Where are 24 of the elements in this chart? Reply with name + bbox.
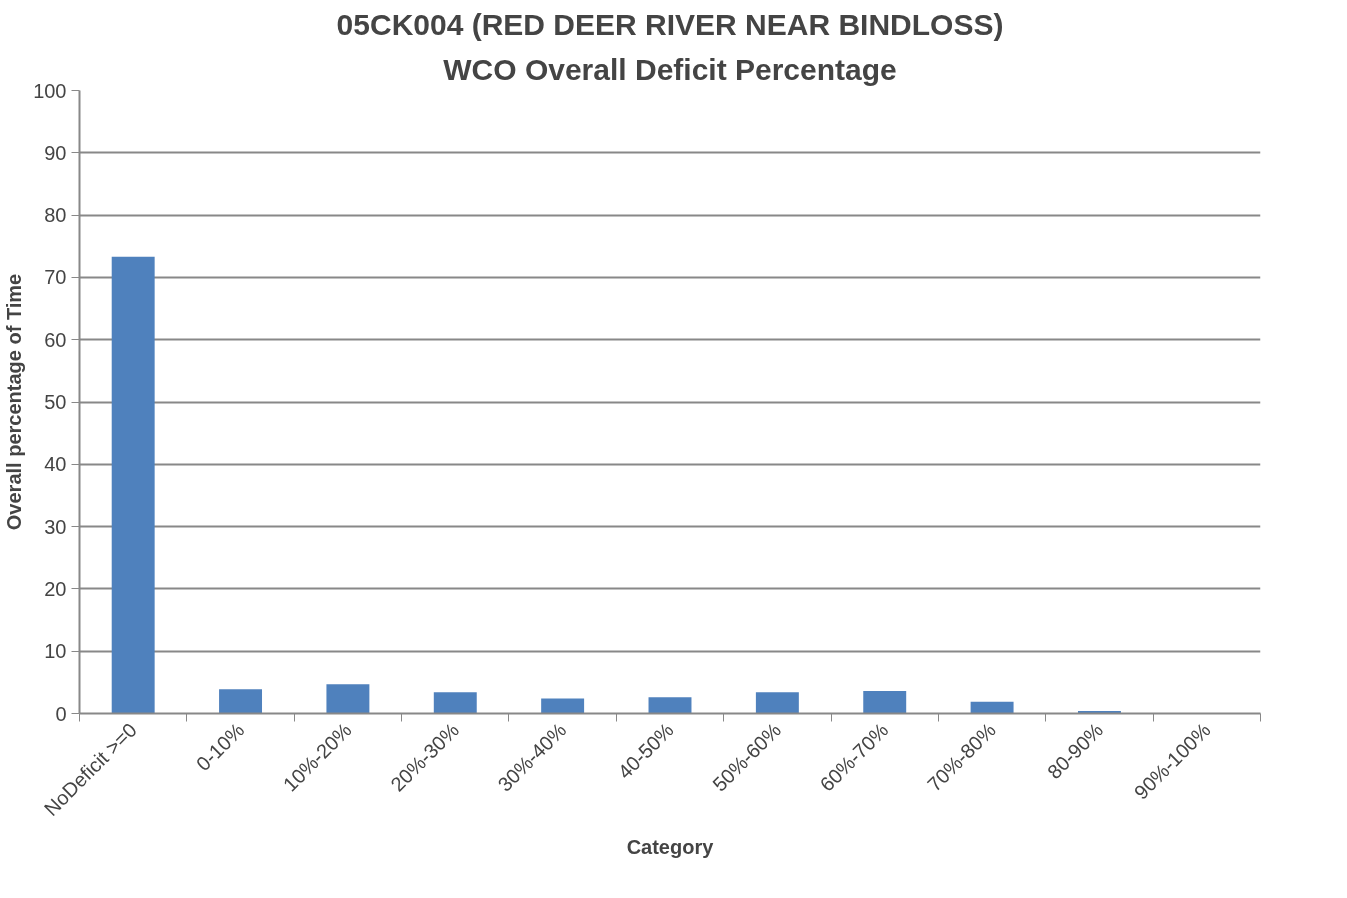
bar: [541, 698, 585, 714]
x-axis-title: Category: [626, 835, 715, 858]
y-tick-label: 50: [44, 391, 67, 413]
bar: [326, 684, 370, 714]
bar: [863, 691, 907, 714]
y-tick-label: 20: [44, 577, 67, 600]
y-tick-label: 90: [44, 141, 67, 164]
y-axis-title: Overall percentage of Time: [3, 273, 26, 531]
y-tick-label: 0: [55, 702, 67, 725]
y-tick-label: 70: [44, 266, 67, 289]
chart-title: 05CK004 (RED DEER RIVER NEAR BINDLOSS): [336, 7, 1004, 41]
y-tick-label: 100: [33, 79, 67, 102]
bar: [433, 692, 477, 714]
bar: [648, 697, 692, 714]
y-tick-label: 60: [44, 328, 67, 351]
bar: [755, 692, 799, 714]
bar: [111, 256, 155, 714]
bar: [219, 689, 263, 714]
chart-subtitle: WCO Overall Deficit Percentage: [443, 52, 897, 86]
y-tick-label: 10: [44, 640, 67, 663]
bar: [970, 701, 1014, 714]
y-tick-label: 80: [44, 204, 67, 227]
y-tick-label: 40: [44, 453, 67, 476]
y-tick-label: 30: [44, 515, 67, 538]
